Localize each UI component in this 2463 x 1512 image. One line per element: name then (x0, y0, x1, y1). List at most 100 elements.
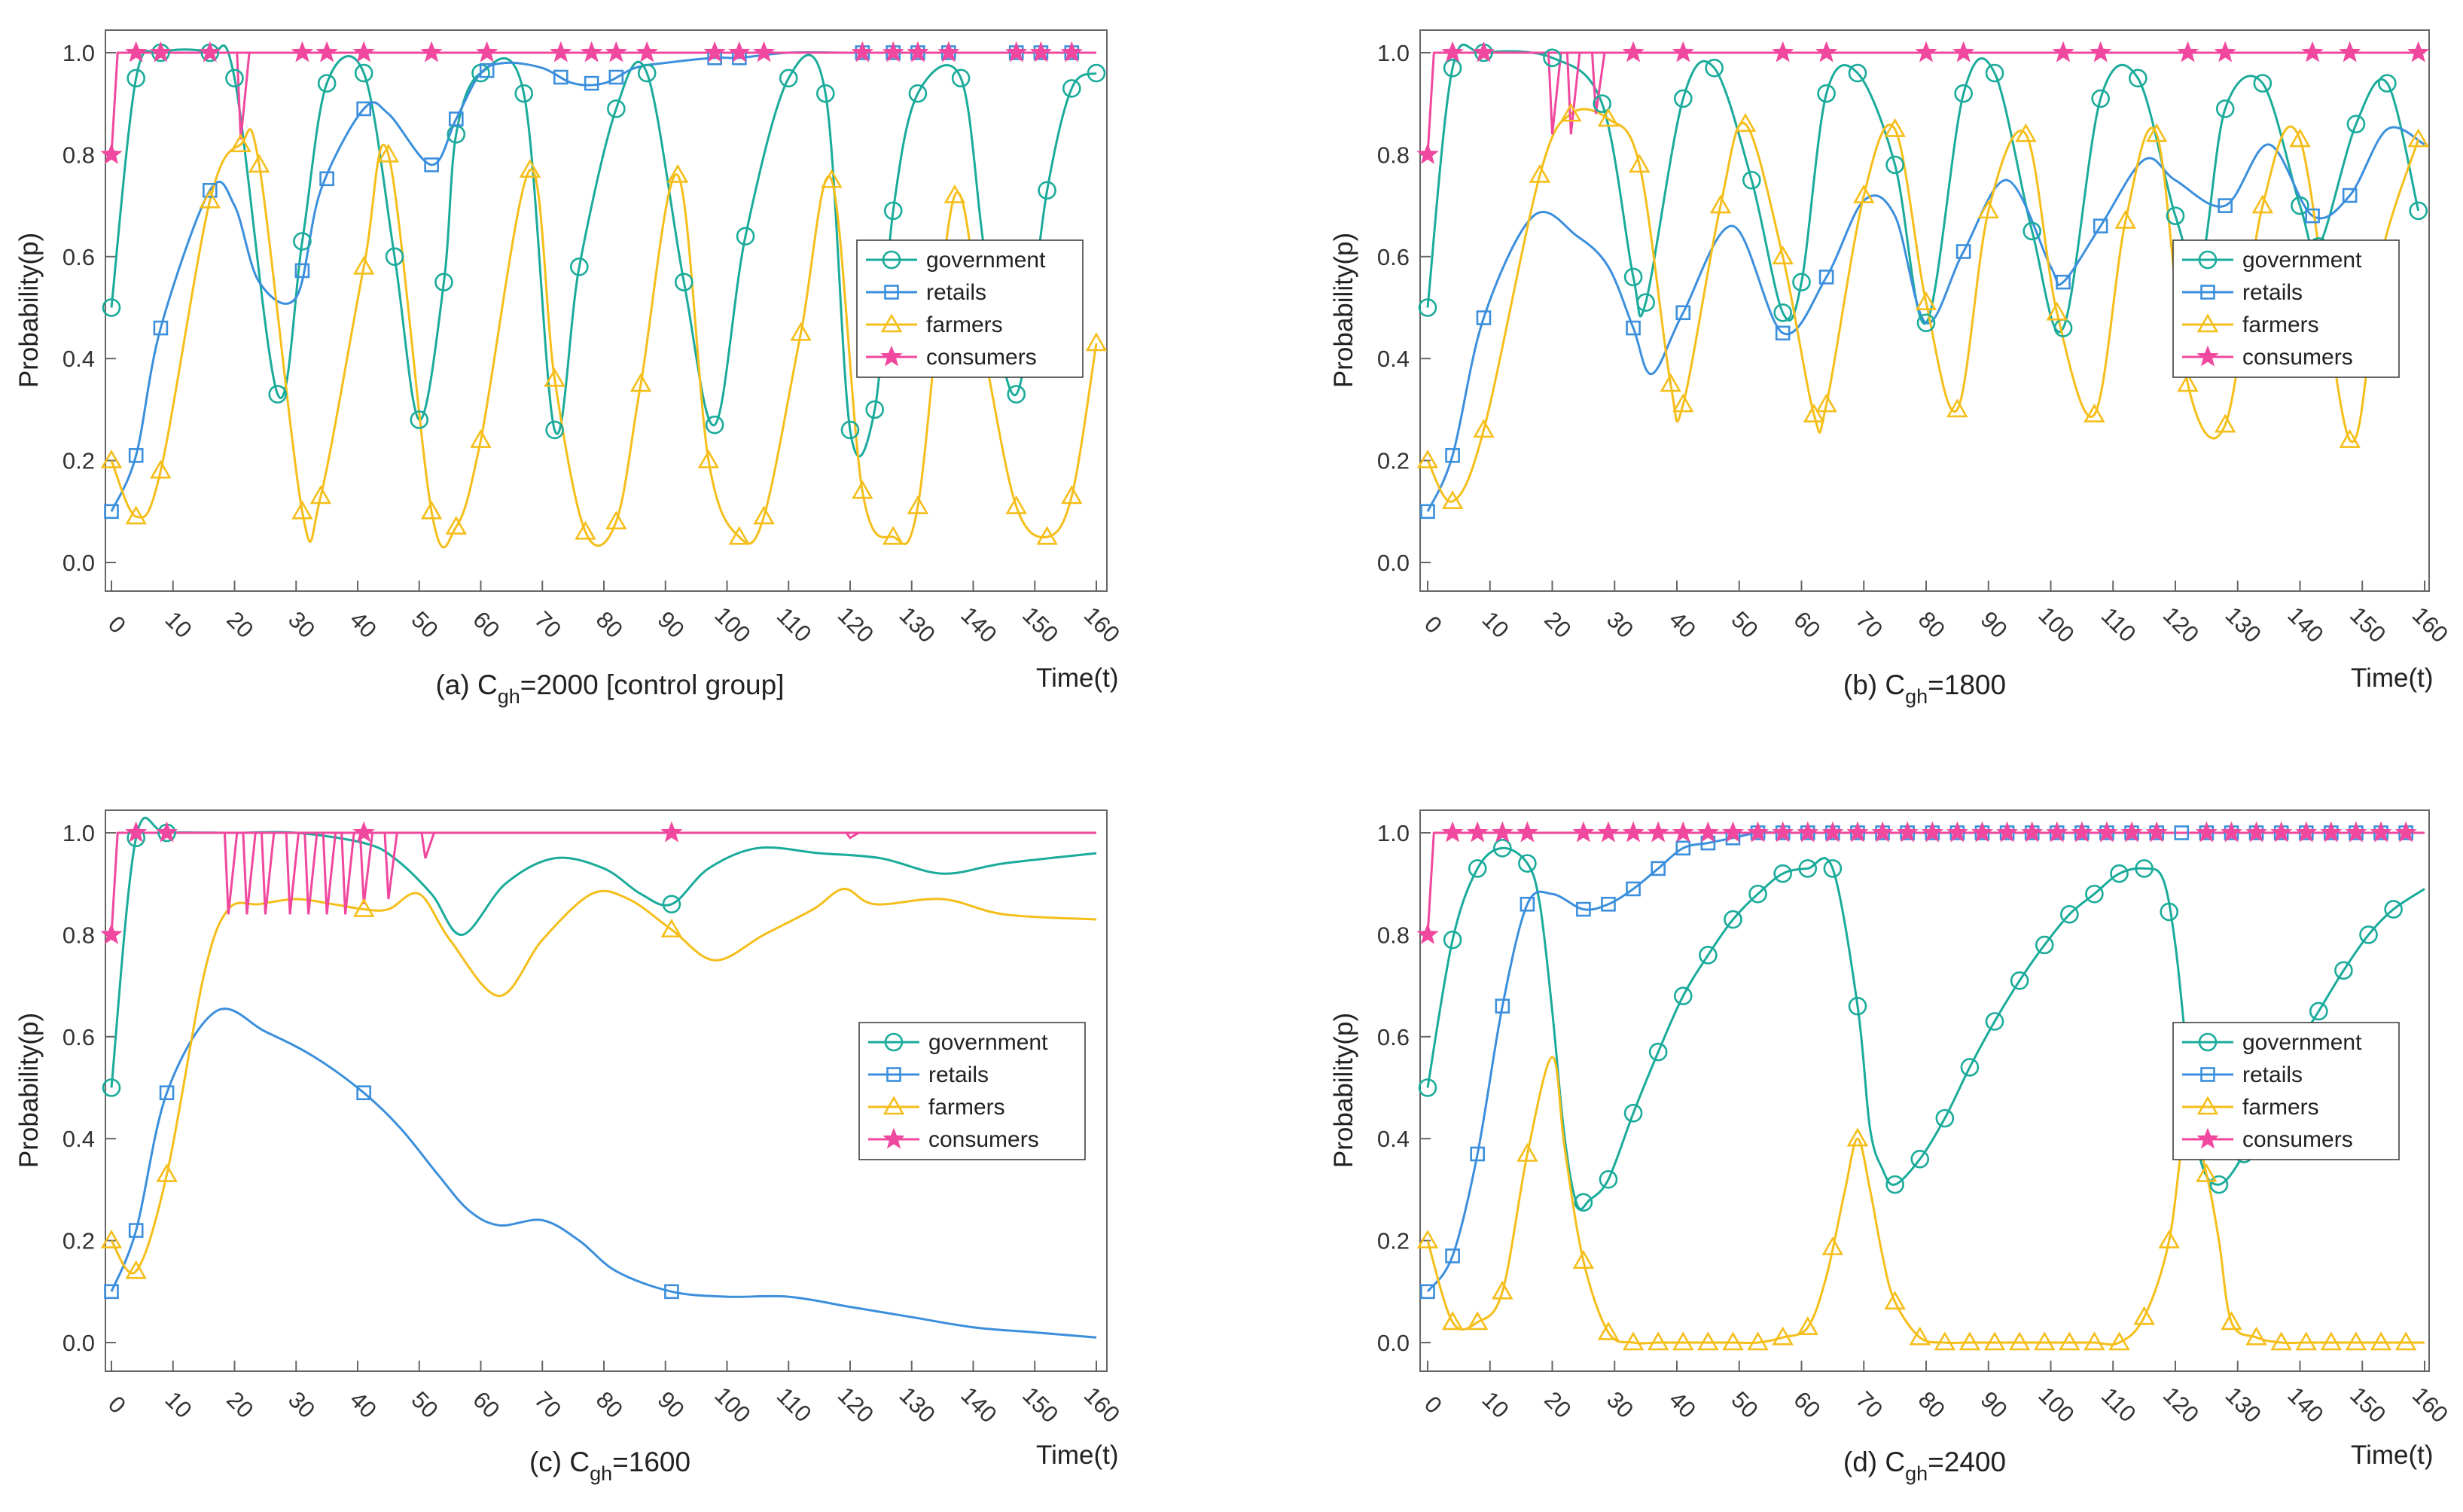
panel-b-farmers-marker (1734, 113, 1757, 133)
panel-a-retails-marker (608, 69, 624, 85)
panel-c-consumers-spike (383, 832, 398, 900)
panel-a-xtick-label: 90 (653, 606, 690, 643)
panel-b-government-marker (2129, 69, 2148, 88)
panel-b-government-marker (1742, 170, 1761, 190)
panel-a-government-marker (951, 69, 971, 88)
panel-c-retails-line (110, 1007, 1097, 1339)
panel-b-government-marker (2091, 89, 2110, 108)
panel-b-xtick-label: 50 (1727, 606, 1763, 643)
panel-d-farmers-marker (2108, 1331, 2130, 1351)
panel-d-retails-marker (1651, 861, 1666, 876)
panel-b-consumers-marker (2214, 41, 2236, 62)
panel-b-government-marker (2409, 201, 2428, 221)
panel-a-government-marker (102, 298, 121, 317)
panel-a-government-marker (908, 84, 928, 103)
panel-c-consumers-spike (223, 832, 239, 915)
panel-d-xtick-label: 150 (2345, 1382, 2391, 1428)
panel-b-consumers-marker (2339, 41, 2361, 62)
panel-d-farmers-marker (2008, 1331, 2031, 1351)
panel-b-farmers-marker (1709, 194, 1732, 214)
panel-a-farmers-line (110, 128, 1098, 549)
panel-b-xtick-label: 130 (2221, 602, 2266, 648)
panel-a-farmers-marker (199, 189, 221, 209)
panel-d-caption-prefix: (d) C (1843, 1446, 1905, 1477)
panel-a-farmers-marker (470, 428, 492, 448)
panel-d-xtick-label: 10 (1477, 1386, 1514, 1423)
panel-b-government-marker (1673, 89, 1693, 108)
panel-a-consumers-spike (236, 52, 251, 140)
panel-d-consumers-marker (1491, 821, 1513, 843)
panel-b-legend-retails-marker (2200, 285, 2215, 300)
panel-d-legend-consumers-label: consumers (2242, 1127, 2353, 1152)
panel-c-xtick-label: 110 (772, 1382, 817, 1428)
panel-b-caption-prefix: (b) C (1843, 669, 1905, 700)
panel-b-legend-farmers-label: farmers (2242, 312, 2319, 337)
panel-a-government-marker (434, 273, 453, 291)
panel-a: 0.0 0.2 0.4 0.6 0.8 1.0 0 10 20 30 40 50 60 70 80 90 100… (14, 29, 1125, 708)
panel-d-legend-retails-marker (2200, 1067, 2215, 1082)
panel-d-farmers-marker (1672, 1331, 1694, 1351)
panel-a-ylabel: Probability(p) (14, 233, 44, 388)
panel-d-consumers-marker (2071, 821, 2093, 843)
panel-b-consumers-line (1426, 51, 2425, 155)
panel-b-consumers-marker (2407, 41, 2430, 62)
panel-b-consumers-marker (1622, 41, 1645, 62)
panel-b-government-marker (2215, 99, 2235, 118)
panel-b-consumers-marker (1772, 41, 1794, 62)
panel-a-legend-farmers-marker (880, 313, 903, 333)
panel-d-farmers-marker (1416, 1229, 1439, 1248)
panel-b-legend-consumers-marker (2196, 345, 2219, 367)
panel-a-consumers-marker (1029, 41, 1053, 62)
panel-d-xtick-label: 30 (1602, 1386, 1638, 1423)
panel-c-retails-marker (159, 1085, 175, 1101)
panel-a-consumers-marker (636, 41, 658, 62)
panel-d-consumers-marker (2021, 821, 2044, 843)
panel-d-ytick-label: 0.4 (1377, 1126, 1410, 1152)
panel-a-consumers-marker (580, 41, 603, 62)
panel-d-farmers-marker (2394, 1331, 2417, 1351)
panel-a-legend-government-marker (882, 250, 901, 270)
panel-d-retails-marker (2174, 825, 2190, 840)
panel-c-government-marker (102, 1078, 121, 1097)
panel-c-xtick-label: 40 (345, 1386, 382, 1423)
panel-b-retails-marker (2056, 274, 2071, 290)
panel-a-government-line (110, 44, 1097, 458)
panel-c-farmers-marker (156, 1163, 178, 1182)
panel-a-xtick-label: 130 (895, 602, 940, 648)
panel-a-xtick-label: 150 (1017, 602, 1063, 648)
panel-d-government-marker (2359, 925, 2378, 944)
panel-c-consumers-marker (155, 821, 178, 843)
panel-d-government-marker (2085, 884, 2104, 904)
panel-a-retails-marker (202, 182, 218, 198)
panel-d-consumers-marker (1516, 821, 1539, 843)
panel-c-farmers-marker (660, 919, 683, 937)
panel-c-retails-marker (356, 1085, 371, 1101)
panel-b-xtick-label: 80 (1913, 606, 1950, 643)
panel-b-legend-retails-label: retails (2242, 280, 2303, 305)
panel-d-legend-government-marker (2198, 1032, 2218, 1052)
panel-c-consumers-spike (322, 832, 337, 915)
panel-a-government-marker (607, 99, 626, 118)
panel-a-caption-prefix: (a) C (435, 669, 497, 700)
panel-c-caption-prefix: (c) C (529, 1446, 590, 1477)
panel-c-legend-retails-marker (886, 1067, 901, 1082)
panel-d-consumers-marker (1696, 821, 1720, 843)
panel-c-farmers-marker (352, 898, 375, 917)
panel-c-ylabel: Probability(p) (14, 1013, 44, 1168)
panel-a-government-marker (865, 400, 884, 419)
panel-d-xtick-label: 120 (2158, 1382, 2204, 1428)
panel-d-farmers-marker (2320, 1331, 2343, 1351)
panel-a-farmers-marker (697, 449, 720, 468)
panel-b-farmers-marker (2289, 128, 2311, 148)
panel-b-farmers-marker (2114, 209, 2137, 229)
panel-d-xtick-label: 80 (1913, 1386, 1950, 1423)
panel-d-farmers-marker (1572, 1250, 1595, 1269)
panel-c-consumers-spike (340, 832, 355, 915)
panel-d-consumers-marker (1672, 821, 1694, 843)
panel-a-government-marker (1038, 181, 1056, 200)
panel-b-legend-entries: government retails farmers consumers (2182, 248, 2362, 370)
panel-d-consumers-marker (1846, 821, 1869, 843)
panel-c-legend-farmers-marker (882, 1096, 905, 1115)
panel-c-xtick-label: 50 (407, 1386, 444, 1423)
panel-b-consumers-marker (2301, 41, 2324, 62)
